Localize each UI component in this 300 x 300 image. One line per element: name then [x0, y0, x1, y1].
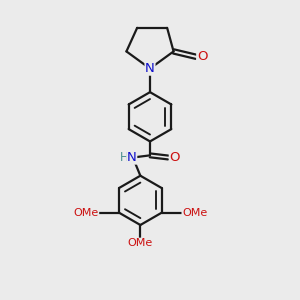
Text: OMe: OMe — [74, 208, 99, 218]
Text: N: N — [127, 151, 137, 164]
Text: O: O — [169, 151, 180, 164]
Text: OMe: OMe — [182, 208, 207, 218]
Text: O: O — [197, 50, 207, 63]
Text: OMe: OMe — [128, 238, 153, 248]
Text: H: H — [120, 151, 129, 164]
Text: N: N — [145, 62, 155, 75]
